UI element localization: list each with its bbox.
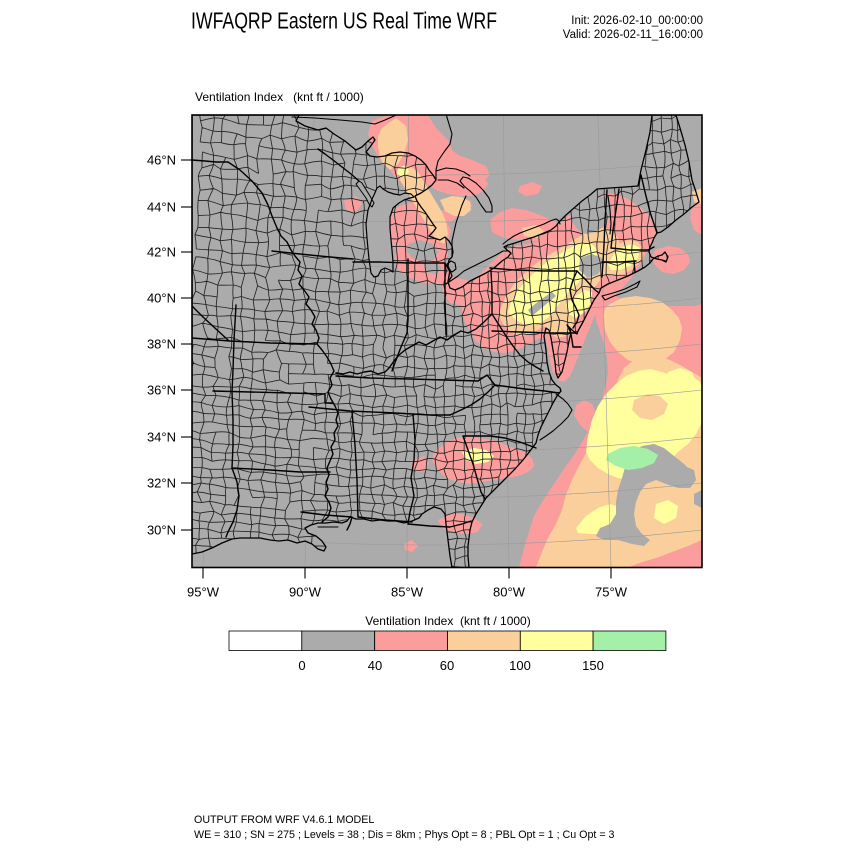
svg-text:44°N: 44°N: [147, 200, 176, 215]
svg-text:32°N: 32°N: [147, 476, 176, 491]
svg-text:0: 0: [298, 658, 305, 673]
svg-text:Valid: 2026-02-11_16:00:00: Valid: 2026-02-11_16:00:00: [563, 29, 703, 41]
svg-text:40: 40: [368, 658, 382, 673]
svg-text:100: 100: [509, 658, 531, 673]
svg-text:OUTPUT FROM WRF V4.6.1 MODEL: OUTPUT FROM WRF V4.6.1 MODEL: [194, 814, 374, 826]
svg-text:38°N: 38°N: [147, 337, 176, 352]
svg-text:42°N: 42°N: [147, 245, 176, 260]
svg-text:WE = 310 ; SN = 275 ; Levels =: WE = 310 ; SN = 275 ; Levels = 38 ; Dis …: [194, 829, 615, 841]
svg-text:46°N: 46°N: [147, 153, 176, 168]
svg-text:30°N: 30°N: [147, 523, 176, 538]
svg-text:150: 150: [582, 658, 604, 673]
svg-text:80°W: 80°W: [493, 585, 526, 600]
svg-text:Init: 2026-02-10_00:00:00: Init: 2026-02-10_00:00:00: [571, 15, 703, 27]
svg-text:90°W: 90°W: [289, 585, 322, 600]
svg-text:34°N: 34°N: [147, 430, 176, 445]
svg-text:IWFAQRP Eastern US Real Time W: IWFAQRP Eastern US Real Time WRF: [191, 8, 497, 34]
svg-text:36°N: 36°N: [147, 383, 176, 398]
svg-text:60: 60: [440, 658, 454, 673]
svg-text:Ventilation Index (knt ft / 1: Ventilation Index (knt ft / 1000): [365, 614, 530, 628]
svg-text:95°W: 95°W: [187, 585, 220, 600]
svg-text:75°W: 75°W: [595, 585, 628, 600]
svg-text:Ventilation Index (knt ft /: Ventilation Index (knt ft / 1000): [195, 90, 364, 104]
svg-text:85°W: 85°W: [391, 585, 424, 600]
svg-text:40°N: 40°N: [147, 291, 176, 306]
